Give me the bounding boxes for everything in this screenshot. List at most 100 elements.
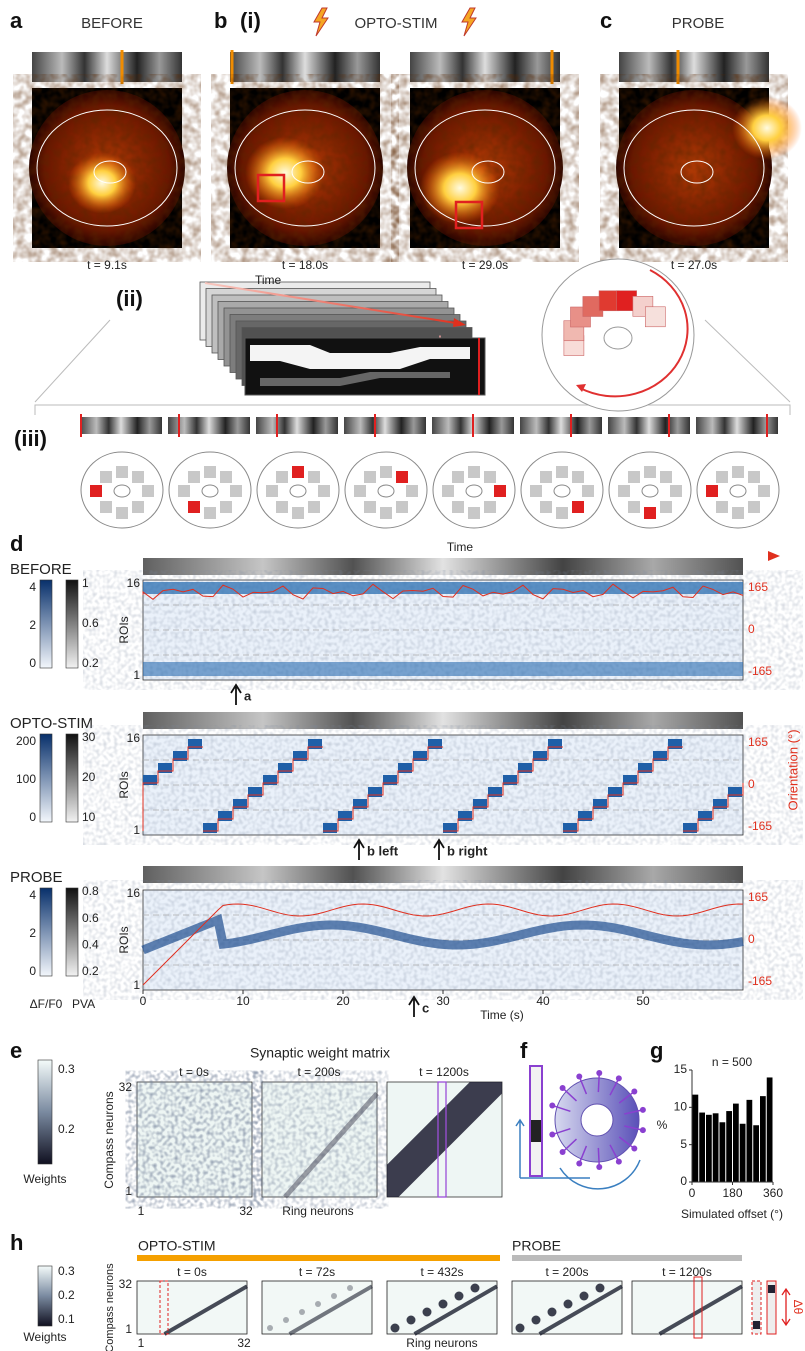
- bar: [746, 1099, 753, 1182]
- bracket: [34, 404, 791, 415]
- behavior-strip: [696, 417, 778, 434]
- x-tick-label: 30: [436, 994, 450, 1008]
- matrix-time-label: t = 200s: [545, 1265, 588, 1279]
- colorbar: [37, 1059, 53, 1165]
- behavior-strip: [32, 52, 182, 82]
- stim-block: [323, 823, 337, 833]
- bar: [692, 1094, 699, 1182]
- roi-square: [556, 466, 568, 478]
- activity-band: [141, 913, 744, 955]
- synapse: [553, 1127, 571, 1135]
- colorbar-tick-label: 0: [29, 810, 36, 824]
- colorbar-tick-label: 30: [82, 730, 96, 744]
- weight-spot: [390, 1323, 400, 1333]
- stim-block: [218, 811, 232, 821]
- roi-square: [628, 501, 640, 513]
- roi-square: [364, 471, 376, 483]
- stim-block: [263, 775, 277, 785]
- colorbar-tick-label: 10: [82, 810, 96, 824]
- stim-block: [368, 787, 382, 797]
- diagonal: [387, 1082, 502, 1197]
- colorbar-tick-label: 1: [82, 576, 89, 590]
- behavior-strip: [520, 417, 602, 434]
- y2-tick-label: 0: [748, 932, 755, 946]
- ring-inner: [377, 484, 395, 498]
- lightning-icon: [461, 7, 477, 37]
- x-tick-label: 0: [689, 1186, 696, 1200]
- colorbar-tick-label: 0.6: [82, 616, 99, 630]
- stim-block: [638, 763, 652, 773]
- synapse-node: [559, 1149, 566, 1156]
- axis-arrow: [515, 1118, 590, 1179]
- ring-inner: [641, 484, 659, 498]
- roi-square: [90, 485, 102, 497]
- synapse: [563, 1088, 578, 1102]
- time-arrow: [204, 282, 463, 325]
- roi-square: [188, 471, 200, 483]
- x-tick-label: 0: [140, 994, 147, 1008]
- matrix-noise: [137, 1082, 252, 1197]
- panel-label: d: [10, 531, 23, 556]
- matrix-time-label: t = 1200s: [419, 1065, 469, 1079]
- y-tick-label: 16: [127, 576, 141, 590]
- diagonal: [658, 1284, 744, 1336]
- stim-block: [608, 787, 622, 797]
- stim-block: [278, 763, 292, 773]
- synapse-node: [576, 1073, 583, 1080]
- colorbar-pva: [65, 733, 79, 823]
- time-label: t = 18.0s: [282, 258, 328, 272]
- bar: [699, 1112, 705, 1182]
- synapse-node: [596, 1163, 603, 1170]
- weight-spot: [470, 1283, 480, 1293]
- activity-band: [143, 662, 743, 676]
- event-arrow: [353, 838, 365, 860]
- synapse-node: [639, 1106, 646, 1113]
- synapse: [563, 1138, 578, 1152]
- stim-block: [578, 811, 592, 821]
- diagonal: [413, 1284, 499, 1336]
- weight-spot: [267, 1325, 273, 1331]
- roi-square: [494, 485, 506, 497]
- panel-label: (ii): [116, 286, 143, 311]
- orientation-trace: [142, 746, 744, 832]
- synapse-node: [596, 1070, 603, 1077]
- behavior-strip: [410, 52, 560, 82]
- y-axis-label: ROIs: [117, 616, 131, 643]
- stim-block: [338, 811, 352, 821]
- y2-tick-label: -165: [748, 974, 772, 988]
- x-tick-label: 50: [636, 994, 650, 1008]
- panel-title: PROBE: [672, 15, 725, 32]
- behavior-strip: [80, 417, 162, 434]
- stim-block: [353, 799, 367, 809]
- colorbar-tick-label: 20: [82, 770, 96, 784]
- weight-spot: [315, 1301, 321, 1307]
- stim-block: [728, 787, 742, 797]
- behavior-strip: [168, 417, 250, 434]
- group-label: PROBE: [512, 1238, 561, 1254]
- colorbar-dff: [39, 733, 53, 823]
- bar: [726, 1111, 732, 1182]
- synapse: [597, 1147, 600, 1165]
- roi-square: [318, 485, 330, 497]
- colorbar-tick-label: 2: [29, 926, 36, 940]
- synapse: [624, 1109, 642, 1115]
- x-axis-label: Time (s): [480, 1008, 524, 1022]
- stim-block: [518, 763, 532, 773]
- stim-block: [248, 787, 262, 797]
- ring-inner: [289, 484, 307, 498]
- stim-block: [533, 751, 547, 761]
- lightning-icon: [313, 7, 329, 37]
- ring-hole: [580, 1103, 614, 1137]
- roi-square: [266, 485, 278, 497]
- stim-block: [443, 823, 457, 833]
- stim-block: [383, 775, 397, 785]
- roi-square: [188, 501, 200, 513]
- synapse-node: [639, 1127, 646, 1134]
- annotation: n = 500: [712, 1055, 753, 1069]
- panel-label: (i): [240, 8, 261, 33]
- bar: [733, 1103, 739, 1182]
- event-label: b right: [447, 843, 488, 858]
- synapse-node: [549, 1102, 556, 1109]
- synapse-node: [559, 1084, 566, 1091]
- colorbar-tick-label: 2: [29, 618, 36, 632]
